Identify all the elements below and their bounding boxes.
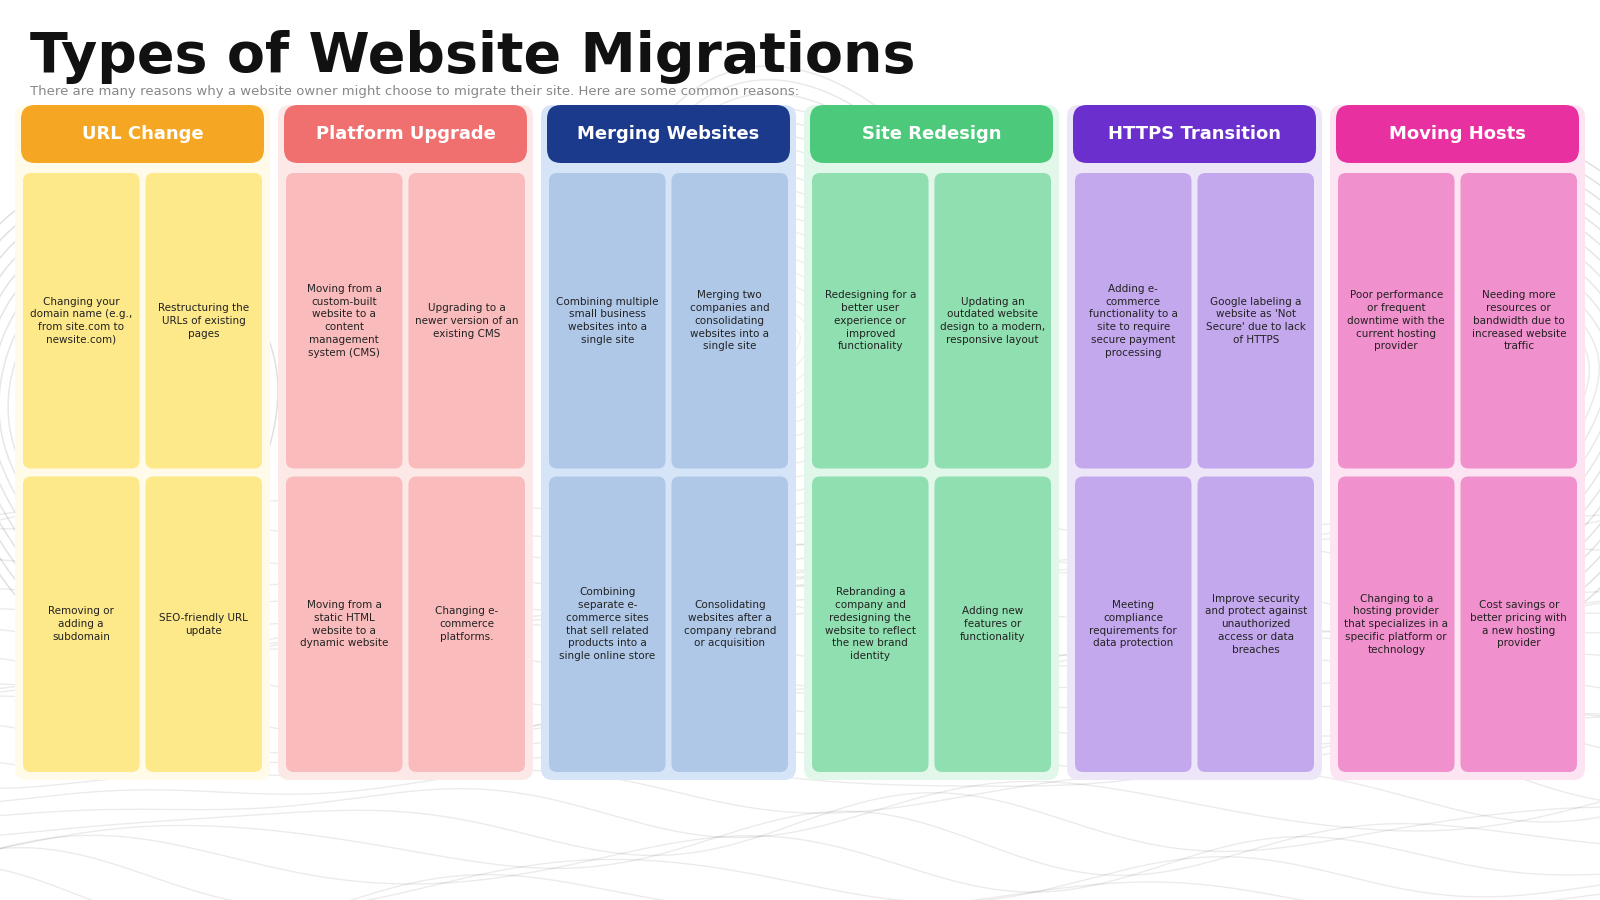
- Text: Changing e-
commerce
platforms.: Changing e- commerce platforms.: [435, 607, 498, 642]
- Text: Platform Upgrade: Platform Upgrade: [315, 125, 496, 143]
- FancyBboxPatch shape: [278, 105, 533, 780]
- FancyBboxPatch shape: [14, 105, 270, 780]
- Text: Moving Hosts: Moving Hosts: [1389, 125, 1526, 143]
- Text: Poor performance
or frequent
downtime with the
current hosting
provider: Poor performance or frequent downtime wi…: [1347, 290, 1445, 351]
- FancyBboxPatch shape: [1461, 173, 1578, 469]
- Text: Moving from a
static HTML
website to a
dynamic website: Moving from a static HTML website to a d…: [301, 600, 389, 648]
- FancyBboxPatch shape: [1330, 105, 1586, 780]
- Text: Redesigning for a
better user
experience or
improved
functionality: Redesigning for a better user experience…: [824, 290, 915, 351]
- Text: Changing your
domain name (e.g.,
from site.com to
newsite.com): Changing your domain name (e.g., from si…: [30, 296, 133, 345]
- FancyBboxPatch shape: [1461, 476, 1578, 772]
- FancyBboxPatch shape: [813, 476, 928, 772]
- Text: Combining multiple
small business
websites into a
single site: Combining multiple small business websit…: [557, 296, 659, 345]
- FancyBboxPatch shape: [21, 105, 264, 163]
- Text: Updating an
outdated website
design to a modern,
responsive layout: Updating an outdated website design to a…: [941, 296, 1045, 345]
- FancyBboxPatch shape: [22, 173, 139, 469]
- FancyBboxPatch shape: [805, 105, 1059, 780]
- FancyBboxPatch shape: [549, 173, 666, 469]
- Text: Changing to a
hosting provider
that specializes in a
specific platform or
techno: Changing to a hosting provider that spec…: [1344, 594, 1448, 655]
- FancyBboxPatch shape: [146, 476, 262, 772]
- Text: Adding e-
commerce
functionality to a
site to require
secure payment
processing: Adding e- commerce functionality to a si…: [1090, 284, 1178, 357]
- Text: Upgrading to a
newer version of an
existing CMS: Upgrading to a newer version of an exist…: [414, 303, 518, 338]
- Text: Adding new
features or
functionality: Adding new features or functionality: [960, 607, 1026, 642]
- Text: Site Redesign: Site Redesign: [862, 125, 1002, 143]
- Text: URL Change: URL Change: [82, 125, 203, 143]
- Text: Types of Website Migrations: Types of Website Migrations: [30, 30, 915, 84]
- Text: Merging Websites: Merging Websites: [578, 125, 760, 143]
- Text: Needing more
resources or
bandwidth due to
increased website
traffic: Needing more resources or bandwidth due …: [1472, 290, 1566, 351]
- FancyBboxPatch shape: [22, 476, 139, 772]
- FancyBboxPatch shape: [408, 173, 525, 469]
- Text: Restructuring the
URLs of existing
pages: Restructuring the URLs of existing pages: [158, 303, 250, 338]
- Text: HTTPS Transition: HTTPS Transition: [1107, 125, 1282, 143]
- FancyBboxPatch shape: [408, 476, 525, 772]
- Text: There are many reasons why a website owner might choose to migrate their site. H: There are many reasons why a website own…: [30, 85, 798, 98]
- Text: Meeting
compliance
requirements for
data protection: Meeting compliance requirements for data…: [1090, 600, 1178, 648]
- FancyBboxPatch shape: [286, 173, 403, 469]
- FancyBboxPatch shape: [672, 173, 787, 469]
- Text: Merging two
companies and
consolidating
websites into a
single site: Merging two companies and consolidating …: [690, 290, 770, 351]
- FancyBboxPatch shape: [934, 476, 1051, 772]
- FancyBboxPatch shape: [1338, 476, 1454, 772]
- FancyBboxPatch shape: [1336, 105, 1579, 163]
- FancyBboxPatch shape: [549, 476, 666, 772]
- FancyBboxPatch shape: [286, 476, 403, 772]
- FancyBboxPatch shape: [672, 476, 787, 772]
- Text: Improve security
and protect against
unauthorized
access or data
breaches: Improve security and protect against una…: [1205, 594, 1307, 655]
- Text: Moving from a
custom-built
website to a
content
management
system (CMS): Moving from a custom-built website to a …: [307, 284, 382, 357]
- FancyBboxPatch shape: [1197, 476, 1314, 772]
- Text: Removing or
adding a
subdomain: Removing or adding a subdomain: [48, 607, 114, 642]
- FancyBboxPatch shape: [547, 105, 790, 163]
- FancyBboxPatch shape: [1338, 173, 1454, 469]
- Text: Rebranding a
company and
redesigning the
website to reflect
the new brand
identi: Rebranding a company and redesigning the…: [824, 588, 915, 662]
- Text: Consolidating
websites after a
company rebrand
or acquisition: Consolidating websites after a company r…: [683, 600, 776, 648]
- FancyBboxPatch shape: [1197, 173, 1314, 469]
- Text: Cost savings or
better pricing with
a new hosting
provider: Cost savings or better pricing with a ne…: [1470, 600, 1566, 648]
- FancyBboxPatch shape: [541, 105, 797, 780]
- FancyBboxPatch shape: [146, 173, 262, 469]
- FancyBboxPatch shape: [1067, 105, 1322, 780]
- Text: Google labeling a
website as 'Not
Secure' due to lack
of HTTPS: Google labeling a website as 'Not Secure…: [1206, 296, 1306, 345]
- FancyBboxPatch shape: [1074, 105, 1315, 163]
- FancyBboxPatch shape: [1075, 173, 1192, 469]
- Text: SEO-friendly URL
update: SEO-friendly URL update: [160, 613, 248, 635]
- FancyBboxPatch shape: [285, 105, 526, 163]
- FancyBboxPatch shape: [934, 173, 1051, 469]
- Text: Combining
separate e-
commerce sites
that sell related
products into a
single on: Combining separate e- commerce sites tha…: [558, 588, 656, 662]
- FancyBboxPatch shape: [810, 105, 1053, 163]
- FancyBboxPatch shape: [813, 173, 928, 469]
- FancyBboxPatch shape: [1075, 476, 1192, 772]
